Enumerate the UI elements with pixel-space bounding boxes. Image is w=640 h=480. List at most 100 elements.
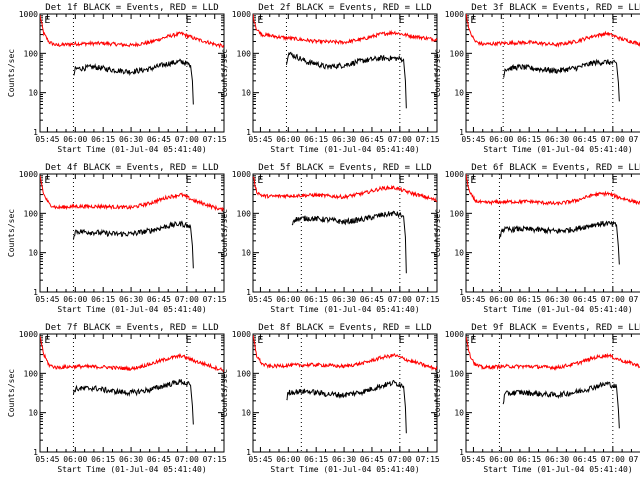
y-tick-label: 100 <box>237 369 252 378</box>
x-tick-label: 07:15 <box>629 295 640 304</box>
x-tick-label: 05:45 <box>35 295 59 304</box>
chart-title: Det 7f BLACK = Events, RED = LLD <box>45 323 218 333</box>
lld-series-line <box>253 176 437 203</box>
y-axis-label: Counts/sec <box>7 369 16 417</box>
plot-frame <box>39 173 225 293</box>
x-tick-label: 06:15 <box>91 135 115 144</box>
y-tick-label: 1 <box>33 448 38 457</box>
x-tick-label: 07:15 <box>203 455 227 464</box>
y-tick-label: 10 <box>454 249 464 258</box>
x-tick-label: 07:00 <box>601 455 625 464</box>
y-axis-label: Counts/sec <box>433 209 442 257</box>
event-marker-label: E <box>399 15 405 26</box>
event-marker-label: E <box>399 175 405 186</box>
plot-frame <box>39 13 225 133</box>
x-tick-label: 05:45 <box>461 455 485 464</box>
x-tick-label: 06:30 <box>545 135 569 144</box>
x-tick-label: 06:15 <box>517 295 541 304</box>
x-axis-label: Start Time (01-Jul-04 05:41:40) <box>483 465 632 474</box>
y-tick-label: 100 <box>450 209 465 218</box>
y-tick-label: 1 <box>246 288 251 297</box>
x-tick-label: 06:45 <box>147 135 171 144</box>
y-tick-label: 1 <box>246 128 251 137</box>
events-series-line <box>73 58 194 105</box>
plot-frame <box>465 173 640 293</box>
x-tick-label: 06:00 <box>276 455 300 464</box>
plot-frame <box>252 333 438 453</box>
lld-series-line <box>466 336 640 371</box>
y-tick-label: 1000 <box>445 10 464 19</box>
x-tick-label: 06:15 <box>91 295 115 304</box>
x-tick-label: 05:45 <box>35 135 59 144</box>
x-tick-label: 07:15 <box>416 455 440 464</box>
x-tick-label: 06:45 <box>147 455 171 464</box>
x-tick-label: 06:45 <box>573 135 597 144</box>
x-tick-label: 07:15 <box>203 135 227 144</box>
x-tick-label: 07:00 <box>175 455 199 464</box>
y-tick-label: 1000 <box>445 170 464 179</box>
x-tick-label: 07:00 <box>388 135 412 144</box>
y-axis-label: Counts/sec <box>220 49 229 97</box>
x-tick-label: 06:00 <box>489 295 513 304</box>
x-tick-label: 06:45 <box>360 135 384 144</box>
x-tick-label: 06:15 <box>517 455 541 464</box>
y-tick-label: 1000 <box>232 170 251 179</box>
x-tick-label: 07:15 <box>416 295 440 304</box>
chart-panel-8: Det 8f BLACK = Events, RED = LLD 1 10 100 10… <box>220 323 440 474</box>
y-tick-label: 1 <box>459 448 464 457</box>
x-tick-label: 07:00 <box>175 295 199 304</box>
x-tick-label: 07:00 <box>175 135 199 144</box>
y-tick-label: 100 <box>237 209 252 218</box>
y-tick-label: 100 <box>24 49 39 58</box>
chart-panel-1: Det 1f BLACK = Events, RED = LLD 1 10 100 10… <box>7 3 227 154</box>
events-series-line <box>72 379 194 425</box>
chart-panel-3: Det 3f BLACK = Events, RED = LLD 1 10 100 10… <box>433 3 640 154</box>
y-tick-label: 1 <box>33 128 38 137</box>
x-tick-label: 07:15 <box>629 455 640 464</box>
events-series-line <box>502 58 620 102</box>
y-tick-label: 1 <box>246 448 251 457</box>
y-axis-label: Counts/sec <box>7 209 16 257</box>
x-axis-label: Start Time (01-Jul-04 05:41:40) <box>270 305 419 314</box>
y-axis-label: Counts/sec <box>220 369 229 417</box>
event-marker-label: E <box>44 175 50 186</box>
lld-series-line <box>40 175 224 212</box>
x-tick-label: 06:30 <box>332 135 356 144</box>
y-axis-label: Counts/sec <box>433 49 442 97</box>
x-tick-label: 07:15 <box>203 295 227 304</box>
x-axis-label: Start Time (01-Jul-04 05:41:40) <box>57 305 206 314</box>
y-tick-label: 1000 <box>19 10 38 19</box>
y-tick-label: 1 <box>459 288 464 297</box>
x-tick-label: 06:15 <box>304 455 328 464</box>
chart-title: Det 8f BLACK = Events, RED = LLD <box>258 323 431 333</box>
x-tick-label: 06:00 <box>489 135 513 144</box>
chart-panel-7: Det 7f BLACK = Events, RED = LLD 1 10 100 10… <box>7 323 227 474</box>
event-marker-label: E <box>44 335 50 346</box>
x-tick-label: 06:45 <box>360 455 384 464</box>
x-tick-label: 06:00 <box>63 135 87 144</box>
event-marker-label: E <box>612 15 618 26</box>
x-tick-label: 06:30 <box>119 455 143 464</box>
event-marker-label: E <box>186 175 192 186</box>
y-tick-label: 10 <box>454 89 464 98</box>
y-tick-label: 1000 <box>19 170 38 179</box>
chart-panel-2: Det 2f BLACK = Events, RED = LLD 1 10 100 10… <box>220 3 440 154</box>
x-tick-label: 07:15 <box>416 135 440 144</box>
x-tick-label: 07:00 <box>601 135 625 144</box>
x-tick-label: 06:45 <box>573 455 597 464</box>
x-tick-label: 07:00 <box>601 295 625 304</box>
event-marker-label: E <box>612 335 618 346</box>
y-tick-label: 10 <box>241 409 251 418</box>
x-tick-label: 06:15 <box>304 295 328 304</box>
y-tick-label: 10 <box>28 249 38 258</box>
event-marker-label: E <box>257 15 263 26</box>
plot-frame <box>39 333 225 453</box>
y-axis-label: Counts/sec <box>220 209 229 257</box>
event-marker-label: E <box>257 335 263 346</box>
chart-panel-5: Det 5f BLACK = Events, RED = LLD 1 10 100 10… <box>220 163 440 314</box>
y-tick-label: 10 <box>454 409 464 418</box>
y-tick-label: 100 <box>24 209 39 218</box>
x-axis-label: Start Time (01-Jul-04 05:41:40) <box>270 465 419 474</box>
event-marker-label: E <box>612 175 618 186</box>
x-tick-label: 06:15 <box>91 455 115 464</box>
